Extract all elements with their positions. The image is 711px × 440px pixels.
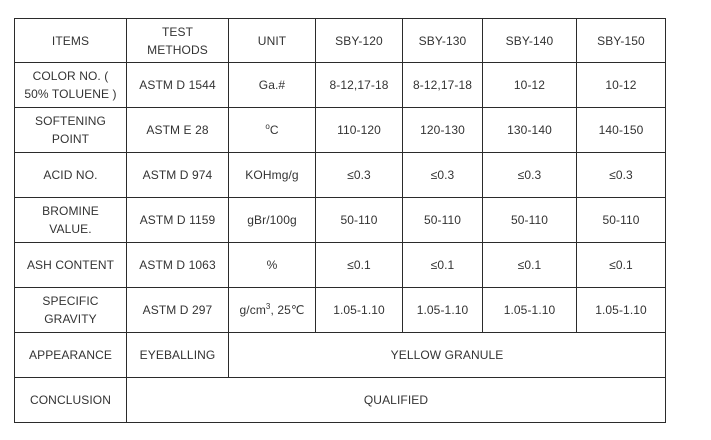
- row-value: 1.05-1.10: [402, 287, 483, 333]
- row-unit: gBr/100g: [228, 197, 316, 243]
- row-method: ASTM E 28: [126, 107, 229, 153]
- row-value: 50-110: [402, 197, 483, 243]
- row-item-label: ASH CONTENT: [14, 242, 127, 288]
- row-item-label: APPEARANCE: [14, 332, 127, 378]
- header-row: ITEMS TEST METHODS UNIT SBY-120 SBY-130 …: [14, 18, 666, 63]
- appearance-value: YELLOW GRANULE: [228, 332, 666, 378]
- row-unit: g/cm3, 25℃: [228, 287, 316, 333]
- table-row-appearance: APPEARANCE EYEBALLING YELLOW GRANULE: [14, 332, 666, 378]
- row-value: 140-150: [576, 107, 666, 153]
- row-value: ≤0.1: [576, 242, 666, 288]
- row-value: ≤0.1: [402, 242, 483, 288]
- header-grade: SBY-140: [482, 18, 577, 63]
- row-method: ASTM D 974: [126, 152, 229, 198]
- row-unit: Ga.#: [228, 62, 316, 108]
- table-row-bromine-value: BROMINE VALUE. ASTM D 1159 gBr/100g 50-1…: [14, 197, 666, 243]
- row-value: ≤0.1: [482, 242, 577, 288]
- row-value: 8-12,17-18: [402, 62, 483, 108]
- row-item-label: SPECIFIC GRAVITY: [14, 287, 127, 333]
- row-method: ASTM D 297: [126, 287, 229, 333]
- table-row-acid-no: ACID NO. ASTM D 974 KOHmg/g ≤0.3 ≤0.3 ≤0…: [14, 152, 666, 198]
- row-unit: KOHmg/g: [228, 152, 316, 198]
- header-grade: SBY-150: [576, 18, 666, 63]
- table-row-specific-gravity: SPECIFIC GRAVITY ASTM D 297 g/cm3, 25℃ 1…: [14, 287, 666, 333]
- table-row-conclusion: CONCLUSION QUALIFIED: [14, 377, 666, 423]
- row-value: 110-120: [315, 107, 403, 153]
- table-row-color: COLOR NO. ( 50% TOLUENE ) ASTM D 1544 Ga…: [14, 62, 666, 108]
- row-value: 50-110: [482, 197, 577, 243]
- row-method: ASTM D 1063: [126, 242, 229, 288]
- row-value: ≤0.3: [482, 152, 577, 198]
- row-value: 130-140: [482, 107, 577, 153]
- conclusion-value: QUALIFIED: [126, 377, 666, 423]
- row-value: 50-110: [315, 197, 403, 243]
- table-row-softening-point: SOFTENING POINT ASTM E 28 oC 110-120 120…: [14, 107, 666, 153]
- header-items: ITEMS: [14, 18, 127, 63]
- row-value: ≤0.3: [402, 152, 483, 198]
- row-item-label: BROMINE VALUE.: [14, 197, 127, 243]
- degree-sign: o: [265, 122, 270, 131]
- row-item-label: CONCLUSION: [14, 377, 127, 423]
- header-grade: SBY-120: [315, 18, 403, 63]
- row-item-label: COLOR NO. ( 50% TOLUENE ): [14, 62, 127, 108]
- row-item-label: ACID NO.: [14, 152, 127, 198]
- row-method: EYEBALLING: [126, 332, 229, 378]
- superscript-three: 3: [265, 302, 271, 311]
- row-value: 10-12: [482, 62, 577, 108]
- row-value: 1.05-1.10: [315, 287, 403, 333]
- row-unit: oC: [228, 107, 316, 153]
- row-item-label: SOFTENING POINT: [14, 107, 127, 153]
- row-value: 120-130: [402, 107, 483, 153]
- row-value: ≤0.3: [576, 152, 666, 198]
- table-row-ash-content: ASH CONTENT ASTM D 1063 % ≤0.1 ≤0.1 ≤0.1…: [14, 242, 666, 288]
- row-method: ASTM D 1159: [126, 197, 229, 243]
- row-method: ASTM D 1544: [126, 62, 229, 108]
- header-grade: SBY-130: [402, 18, 483, 63]
- row-value: ≤0.3: [315, 152, 403, 198]
- header-test-methods: TEST METHODS: [126, 18, 229, 63]
- row-value: 8-12,17-18: [315, 62, 403, 108]
- row-value: ≤0.1: [315, 242, 403, 288]
- row-value: 10-12: [576, 62, 666, 108]
- row-unit: %: [228, 242, 316, 288]
- row-value: 1.05-1.10: [576, 287, 666, 333]
- header-unit: UNIT: [228, 18, 316, 63]
- row-value: 50-110: [576, 197, 666, 243]
- specification-table: ITEMS TEST METHODS UNIT SBY-120 SBY-130 …: [14, 18, 666, 423]
- row-value: 1.05-1.10: [482, 287, 577, 333]
